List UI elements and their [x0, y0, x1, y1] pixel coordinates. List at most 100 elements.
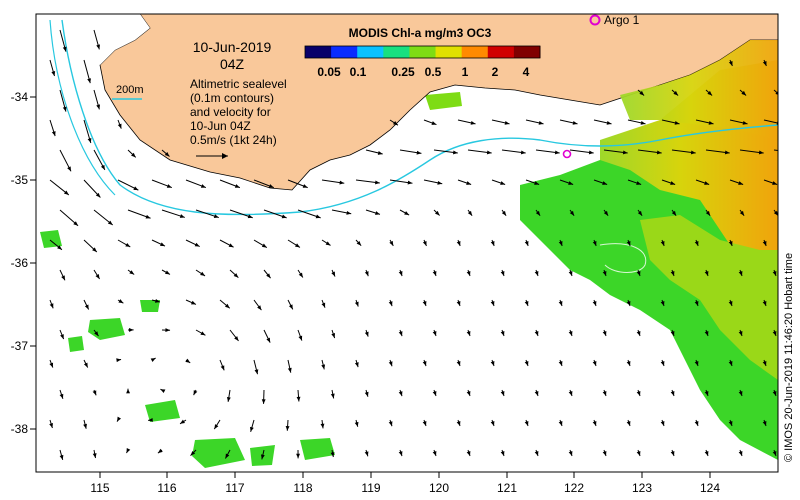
velocity-arrow-head: [234, 336, 239, 341]
x-tick-label: 121: [497, 481, 517, 495]
velocity-arrow-head: [704, 271, 709, 276]
velocity-arrow-head: [738, 331, 743, 336]
colorbar-segment: [513, 46, 541, 58]
velocity-arrow-head: [92, 453, 97, 459]
velocity-arrow-head: [626, 301, 631, 306]
velocity-arrow-head: [636, 451, 641, 456]
velocity-arrow-head: [118, 299, 124, 304]
velocity-arrow-head: [452, 150, 458, 155]
velocity-arrow-head: [416, 150, 422, 155]
chl-patch-west-5: [300, 438, 335, 460]
velocity-arrow-head: [704, 451, 709, 456]
legend-line-1: Altimetric sealevel: [190, 77, 287, 91]
x-tick-label: 119: [361, 481, 380, 495]
velocity-arrow-head: [705, 210, 711, 216]
velocity-arrow-head: [354, 421, 359, 427]
velocity-arrow-head: [422, 361, 427, 367]
velocity-arrow-head: [603, 210, 609, 216]
velocity-arrow-head: [407, 180, 413, 185]
velocity-arrow-head: [776, 120, 778, 125]
x-tick-label: 117: [225, 481, 244, 495]
velocity-arrow-head: [377, 151, 383, 155]
velocity-arrow-head: [501, 210, 507, 216]
velocity-arrow-head: [728, 60, 733, 66]
velocity-arrow-head: [59, 393, 64, 399]
velocity-arrow-head: [670, 391, 675, 396]
legend-line-3: and velocity for: [190, 105, 271, 119]
velocity-arrow-head: [694, 421, 699, 426]
velocity-arrow-head: [728, 301, 733, 306]
velocity-arrow-head: [393, 121, 398, 126]
velocity-arrow-head: [431, 121, 437, 125]
velocity-arrow-head: [364, 451, 369, 457]
velocity-arrow-head: [154, 298, 160, 303]
velocity-arrow-head: [742, 120, 748, 125]
velocity-arrow-head: [738, 271, 743, 276]
velocity-arrow-head: [194, 242, 200, 247]
velocity-arrow-head: [354, 301, 359, 307]
velocity-arrow-head: [772, 271, 777, 276]
colorbar-segment: [357, 46, 384, 58]
velocity-arrow-head: [673, 90, 679, 96]
velocity-arrow-head: [592, 421, 597, 426]
velocity-arrow-head: [606, 120, 612, 125]
velocity-arrow-head: [96, 44, 101, 50]
chl-patch-west-6: [40, 230, 62, 248]
velocity-arrow-head: [670, 271, 675, 276]
velocity-arrow-head: [388, 421, 393, 427]
velocity-arrow-head: [100, 164, 105, 170]
velocity-arrow-head: [504, 120, 510, 125]
velocity-arrow-head: [364, 331, 369, 337]
velocity-arrow-head: [226, 396, 231, 402]
velocity-arrow-head: [728, 361, 733, 366]
colorbar-segment: [435, 46, 463, 58]
velocity-arrow-head: [534, 331, 539, 336]
legend-line-2: (0.1m contours): [190, 91, 274, 105]
velocity-arrow-head: [466, 331, 471, 337]
velocity-arrow-head: [762, 60, 767, 66]
velocity-arrow-head: [422, 421, 427, 427]
velocity-arrow-head: [247, 214, 253, 219]
velocity-arrow-head: [57, 245, 62, 250]
velocity-arrow-head: [762, 361, 767, 366]
velocity-arrow-head: [261, 243, 267, 248]
y-tick-label: -38: [11, 422, 29, 436]
velocity-arrow-head: [602, 451, 607, 456]
chl-patch-west-3: [192, 438, 245, 468]
colorbar-ticks: 0.05 0.1 0.25 0.5 1 2 4: [317, 65, 529, 79]
velocity-arrow-head: [500, 181, 506, 185]
x-tick-label: 118: [293, 481, 312, 495]
velocity-arrow-head: [330, 393, 335, 399]
velocity-arrow-head: [398, 451, 403, 457]
velocity-arrow-head: [83, 362, 88, 368]
velocity-arrow-head: [364, 271, 369, 277]
colorbar-tick: 0.5: [425, 65, 442, 79]
velocity-arrow-head: [389, 240, 394, 246]
velocity-arrow-head: [534, 271, 539, 276]
velocity-arrow-head: [84, 304, 89, 310]
chl-patch-shelf: [520, 160, 778, 460]
y-axis: -34 -35 -36 -37 -38: [11, 90, 36, 436]
velocity-arrow-head: [558, 421, 563, 426]
velocity-arrow-head: [568, 271, 573, 276]
velocity-arrow-head: [422, 301, 427, 307]
velocity-arrow-head: [49, 362, 54, 368]
velocity-arrow-head: [534, 181, 540, 185]
velocity-arrow-head: [321, 302, 326, 308]
colorbar-tick: 0.1: [350, 65, 367, 79]
velocity-arrow-head: [96, 104, 101, 110]
velocity-arrow-head: [49, 423, 53, 429]
velocity-arrow-head: [331, 271, 336, 277]
y-tick-label: -34: [11, 90, 29, 104]
velocity-arrow-head: [520, 150, 526, 155]
velocity-arrow-head: [602, 181, 608, 185]
land-east-colored: [620, 40, 778, 140]
vector-scale-label: 0.5m/s (1kt 24h): [190, 133, 277, 147]
velocity-arrow-head: [500, 331, 505, 337]
velocity-arrow-head: [126, 448, 131, 454]
velocity-arrow-head: [758, 150, 764, 155]
velocity-arrow-head: [225, 453, 230, 459]
velocity-arrow-head: [117, 416, 122, 422]
velocity-arrow-head: [671, 210, 677, 216]
velocity-arrow-head: [466, 271, 471, 276]
